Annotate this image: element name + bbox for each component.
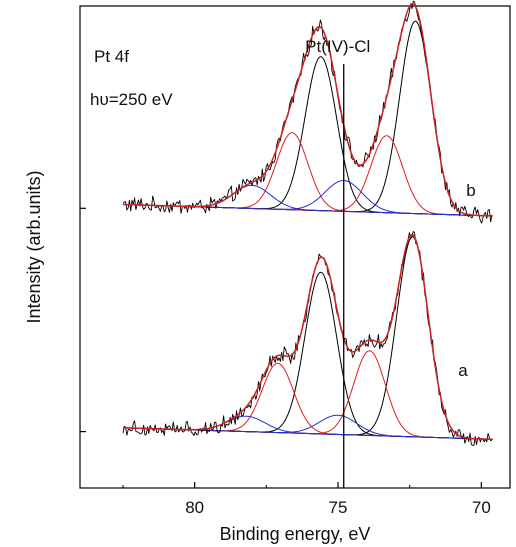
photon-energy-label: hυ=250 eV (90, 90, 173, 109)
x-tick-label: 70 (472, 498, 491, 517)
component-chloride-a-5 (122, 414, 493, 440)
raw-spectrum-b (122, 0, 493, 224)
component-metal-a-0 (122, 271, 493, 440)
pt-iv-cl-label: Pt(IV)-Cl (305, 37, 370, 56)
component-oxide-a-3 (122, 350, 493, 440)
component-chloride-a-4 (122, 415, 493, 440)
tick-layer: 80 75 70 (80, 207, 491, 517)
component-metal-a-1 (122, 236, 493, 440)
fit-envelope-a (122, 233, 493, 441)
plot-frame (79, 5, 511, 489)
y-axis-label: Intensity (arb.units) (24, 170, 44, 323)
panel-label-b: b (466, 181, 475, 200)
fit-envelope-b (122, 3, 493, 217)
raw-spectrum-a (122, 231, 493, 446)
chart-title: Pt 4f (94, 47, 129, 66)
series-layer (122, 0, 493, 446)
x-tick-label: 80 (185, 498, 204, 517)
component-chloride-b-4 (122, 184, 493, 217)
panel-label-a: a (458, 361, 468, 380)
x-axis-label: Binding energy, eV (220, 524, 371, 544)
x-tick-label: 75 (329, 498, 348, 517)
